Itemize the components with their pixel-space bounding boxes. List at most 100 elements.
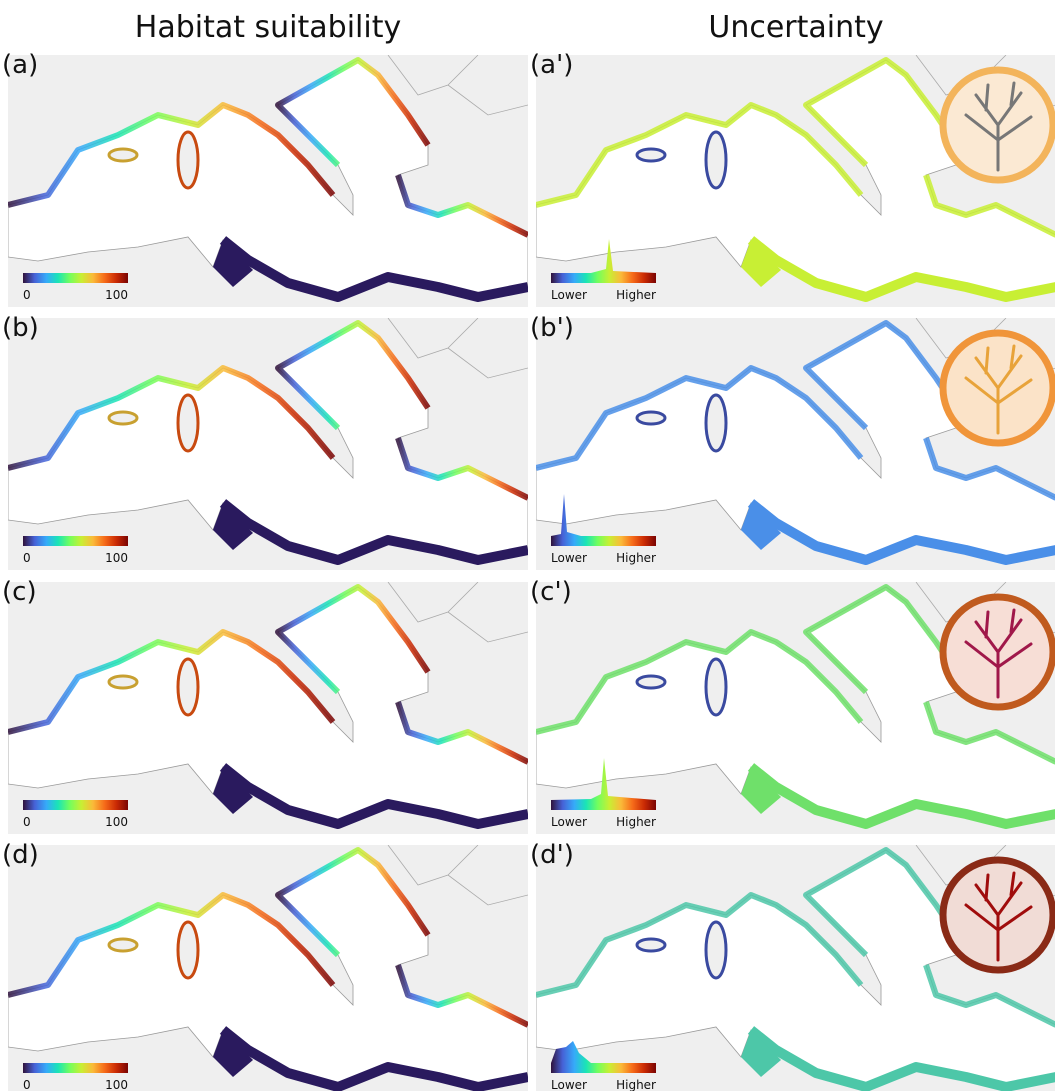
island (176, 657, 200, 717)
panel-label: (c) (2, 577, 37, 607)
species-drawing (964, 871, 1033, 962)
tunisia-shelf (741, 503, 781, 550)
colorbar (551, 800, 656, 810)
habitat-strip (747, 236, 1055, 302)
habitat-strip (219, 1026, 528, 1091)
colorbar-min: 0 (23, 551, 31, 565)
island (176, 130, 200, 190)
panel-label: (a) (2, 50, 39, 80)
colorbar-min: Lower (551, 551, 587, 565)
habitat-strip (747, 763, 1055, 829)
map-panel: 0 100 (8, 582, 528, 834)
map-panel: Lower Higher (536, 55, 1055, 307)
habitat-strip (8, 102, 336, 208)
colorbar-max: 100 (105, 288, 128, 302)
colorbar (551, 1063, 656, 1073)
island (107, 937, 139, 953)
habitat-strip (923, 701, 1055, 765)
tunisia-shelf (741, 1030, 781, 1077)
map-panel: 0 100 (8, 318, 528, 570)
panel-label: (d) (2, 840, 39, 870)
panel-label: (a') (530, 50, 574, 80)
colorbar-min: Lower (551, 1078, 587, 1091)
colorbar (551, 536, 656, 546)
habitat-strip (747, 1026, 1055, 1091)
habitat-strip (275, 584, 431, 695)
island (704, 920, 728, 980)
colorbar-max: Higher (616, 815, 656, 829)
habitat-strip (803, 320, 959, 431)
habitat-strip (536, 629, 864, 735)
colorbar-max: 100 (105, 551, 128, 565)
land-border (387, 845, 528, 906)
column-title: Habitat suitability (134, 10, 402, 45)
tunisia-shelf (213, 1030, 253, 1077)
island (176, 920, 200, 980)
map-panel: 0 100 (8, 845, 528, 1091)
island (635, 410, 667, 426)
colorbar-max: Higher (616, 288, 656, 302)
tunisia-shelf (741, 240, 781, 287)
land-border (387, 318, 528, 379)
island (635, 937, 667, 953)
island (704, 130, 728, 190)
land-border (387, 55, 528, 116)
map-panel: Lower Higher (536, 582, 1055, 834)
habitat-strip (536, 365, 864, 471)
habitat-strip (536, 102, 864, 208)
species-drawing (964, 608, 1033, 699)
histogram (551, 1041, 656, 1063)
island (107, 674, 139, 690)
colorbar-max: 100 (105, 815, 128, 829)
habitat-strip (219, 763, 528, 829)
column-title: Uncertainty (708, 10, 884, 45)
colorbar (23, 536, 128, 546)
habitat-strip (803, 847, 959, 958)
island (107, 410, 139, 426)
island (107, 147, 139, 163)
colorbar-min: 0 (23, 288, 31, 302)
island (704, 657, 728, 717)
tunisia-shelf (741, 767, 781, 814)
habitat-strip (395, 437, 528, 501)
colorbar-min: Lower (551, 288, 587, 302)
habitat-strip (8, 892, 336, 998)
colorbar-min: 0 (23, 1078, 31, 1091)
panel-label: (b') (530, 313, 574, 343)
panel-label: (c') (530, 577, 572, 607)
habitat-strip (923, 174, 1055, 238)
habitat-strip (275, 57, 431, 168)
map-panel: Lower Higher (536, 845, 1055, 1091)
colorbar-max: Higher (616, 551, 656, 565)
land-border (387, 582, 528, 643)
island (635, 147, 667, 163)
colorbar (551, 273, 656, 283)
colorbar-max: 100 (105, 1078, 128, 1091)
island (635, 674, 667, 690)
island (176, 393, 200, 453)
habitat-strip (219, 236, 528, 302)
habitat-strip (747, 499, 1055, 565)
habitat-strip (8, 629, 336, 735)
panel-label: (d') (530, 840, 574, 870)
map-panel: Lower Higher (536, 318, 1055, 570)
tunisia-shelf (213, 240, 253, 287)
habitat-strip (275, 320, 431, 431)
colorbar (23, 800, 128, 810)
panel-label: (b) (2, 313, 39, 343)
histogram (551, 494, 656, 536)
tunisia-shelf (213, 767, 253, 814)
colorbar-min: 0 (23, 815, 31, 829)
colorbar-max: Higher (616, 1078, 656, 1091)
island (704, 393, 728, 453)
habitat-strip (395, 701, 528, 765)
habitat-strip (395, 964, 528, 1028)
habitat-strip (923, 964, 1055, 1028)
colorbar-min: Lower (551, 815, 587, 829)
tunisia-shelf (213, 503, 253, 550)
colorbar (23, 1063, 128, 1073)
habitat-strip (923, 437, 1055, 501)
map-panel: 0 100 (8, 55, 528, 307)
habitat-strip (803, 584, 959, 695)
